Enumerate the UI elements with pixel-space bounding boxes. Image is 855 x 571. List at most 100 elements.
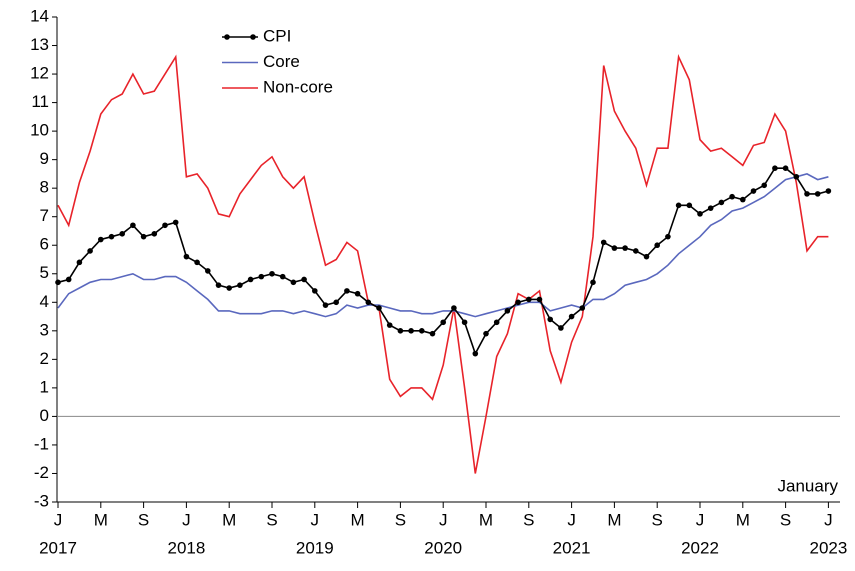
x-tick-label: S <box>138 510 149 529</box>
year-label: 2019 <box>296 538 334 557</box>
point <box>675 202 682 209</box>
x-tick-label: M <box>351 510 365 529</box>
point <box>312 288 318 294</box>
point <box>622 245 628 251</box>
y-tick-label: 12 <box>30 64 49 83</box>
point <box>397 328 404 334</box>
point <box>686 202 693 209</box>
x-tick-label: S <box>523 510 534 529</box>
year-label: 2021 <box>553 538 591 557</box>
x-tick-label: J <box>696 510 705 529</box>
point <box>451 305 457 311</box>
point <box>344 288 350 294</box>
x-tick-label: J <box>311 510 320 529</box>
series-line <box>57 54 829 474</box>
point <box>279 273 286 280</box>
point <box>825 188 832 194</box>
y-tick-label: 3 <box>40 320 49 339</box>
point <box>333 299 340 306</box>
x-tick-label: J <box>567 510 576 529</box>
point <box>151 231 158 237</box>
y-tick-label: 10 <box>30 121 49 140</box>
point <box>772 165 778 172</box>
point <box>740 196 746 203</box>
y-tick-label: 5 <box>40 263 49 282</box>
point <box>130 222 136 229</box>
point <box>782 165 789 172</box>
point <box>205 268 211 274</box>
year-label: 2017 <box>39 538 77 557</box>
legend-label: CPI <box>263 26 291 45</box>
point <box>55 279 61 286</box>
point <box>633 248 639 254</box>
x-tick-label: J <box>54 510 63 529</box>
point <box>119 231 125 237</box>
point <box>579 305 586 311</box>
point <box>547 316 553 323</box>
y-tick-label: 14 <box>30 6 49 25</box>
series-line <box>57 173 829 318</box>
point <box>429 330 436 337</box>
point <box>643 253 650 260</box>
point <box>215 282 222 288</box>
year-label: 2022 <box>681 538 719 557</box>
point <box>611 245 618 251</box>
point <box>729 193 735 200</box>
point <box>376 305 382 311</box>
point <box>804 191 810 197</box>
legend-label: Non-core <box>263 77 333 96</box>
y-tick-label: 13 <box>30 35 49 54</box>
point <box>515 299 521 306</box>
point <box>419 328 425 334</box>
point <box>408 328 414 334</box>
point <box>665 233 671 240</box>
x-tick-label: J <box>439 510 448 529</box>
y-tick-label: 4 <box>40 292 49 311</box>
x-tick-label: S <box>395 510 406 529</box>
point <box>600 239 607 246</box>
point <box>654 242 660 249</box>
point <box>461 319 468 326</box>
point <box>718 199 725 206</box>
point <box>76 259 83 266</box>
y-tick-label: -3 <box>34 491 49 510</box>
point <box>162 222 168 229</box>
point <box>483 330 489 337</box>
point <box>172 219 179 226</box>
y-tick-label: -2 <box>34 463 49 482</box>
point <box>237 282 243 288</box>
x-tick-label: M <box>94 510 108 529</box>
point <box>354 290 361 297</box>
point <box>226 285 232 291</box>
year-label: 2018 <box>167 538 205 557</box>
point <box>322 302 329 308</box>
point <box>194 259 200 266</box>
point <box>697 211 703 217</box>
x-tick-label: M <box>607 510 621 529</box>
x-tick-label: M <box>222 510 236 529</box>
point <box>761 182 767 189</box>
x-tick-label: M <box>736 510 750 529</box>
y-tick-label: 1 <box>40 377 49 396</box>
point <box>472 350 479 357</box>
year-label: 2023 <box>809 538 847 557</box>
point <box>365 299 372 306</box>
x-tick-label: M <box>479 510 493 529</box>
point <box>87 248 93 254</box>
annotation: January <box>778 476 839 495</box>
point <box>65 276 72 283</box>
point <box>558 325 564 331</box>
y-tick-label: 2 <box>40 349 49 368</box>
point <box>301 276 307 283</box>
point <box>140 233 147 240</box>
point <box>269 270 275 277</box>
y-tick-label: 9 <box>40 149 49 168</box>
point <box>258 273 265 280</box>
point <box>108 233 115 240</box>
legend-marker <box>250 34 256 40</box>
point <box>98 236 104 243</box>
x-tick-label: J <box>182 510 191 529</box>
point <box>440 319 447 326</box>
point <box>493 319 500 326</box>
